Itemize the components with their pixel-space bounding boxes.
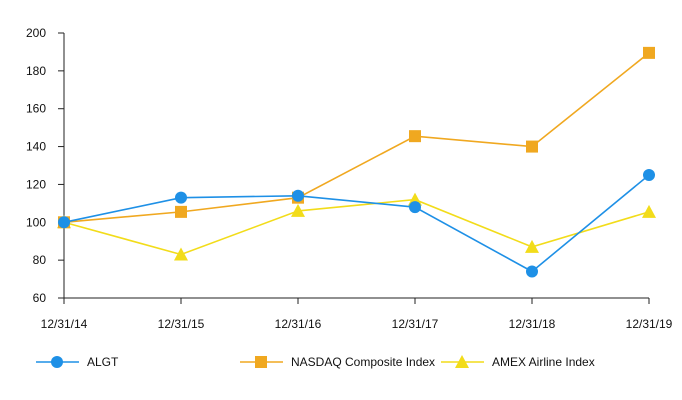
legend-item: ALGT xyxy=(36,355,119,369)
data-point xyxy=(175,205,187,218)
x-axis: 12/31/14 12/31/15 12/31/16 12/31/17 12/31/18… xyxy=(41,297,673,331)
y-tick-label: 160 xyxy=(26,102,46,116)
legend: ALGT NASDAQ Composite Index AMEX Airline I… xyxy=(36,355,595,369)
y-tick-label: 200 xyxy=(26,26,46,40)
series-amex-airline-index xyxy=(57,192,656,261)
y-tick-label: 80 xyxy=(33,253,47,267)
series-layer xyxy=(57,46,656,278)
legend-marker xyxy=(455,355,469,368)
legend-marker xyxy=(255,356,267,368)
data-point xyxy=(643,46,655,59)
x-tick-label: 12/31/17 xyxy=(392,317,439,331)
data-point xyxy=(642,204,656,218)
data-point xyxy=(525,239,539,253)
data-point xyxy=(409,130,421,143)
y-tick-label: 100 xyxy=(26,215,46,229)
y-axis: 60 80 100 120 140 160 180 200 xyxy=(26,26,65,305)
legend-label: AMEX Airline Index xyxy=(492,355,595,369)
data-point xyxy=(58,216,70,229)
data-point xyxy=(291,203,305,217)
legend-item: AMEX Airline Index xyxy=(441,355,595,369)
legend-label: ALGT xyxy=(87,355,119,369)
y-tick-label: 120 xyxy=(26,177,46,191)
x-tick-label: 12/31/18 xyxy=(509,317,556,331)
data-point xyxy=(292,189,304,202)
data-point xyxy=(174,247,188,261)
data-point xyxy=(409,201,421,214)
y-tick-label: 140 xyxy=(26,140,46,154)
x-tick-label: 12/31/19 xyxy=(626,317,673,331)
legend-marker xyxy=(51,356,63,368)
series-line xyxy=(63,52,650,224)
x-tick-label: 12/31/16 xyxy=(275,317,322,331)
series-algt xyxy=(58,168,655,278)
data-point xyxy=(526,265,538,278)
legend-label: NASDAQ Composite Index xyxy=(291,355,435,369)
data-point xyxy=(643,168,655,181)
data-point xyxy=(175,191,187,204)
y-tick-label: 60 xyxy=(33,291,47,305)
data-point xyxy=(526,140,538,153)
y-tick-label: 180 xyxy=(26,64,46,78)
series-line xyxy=(63,174,650,273)
legend-item: NASDAQ Composite Index xyxy=(240,355,435,369)
x-tick-label: 12/31/14 xyxy=(41,317,88,331)
x-tick-label: 12/31/15 xyxy=(158,317,205,331)
series-line xyxy=(63,198,650,256)
